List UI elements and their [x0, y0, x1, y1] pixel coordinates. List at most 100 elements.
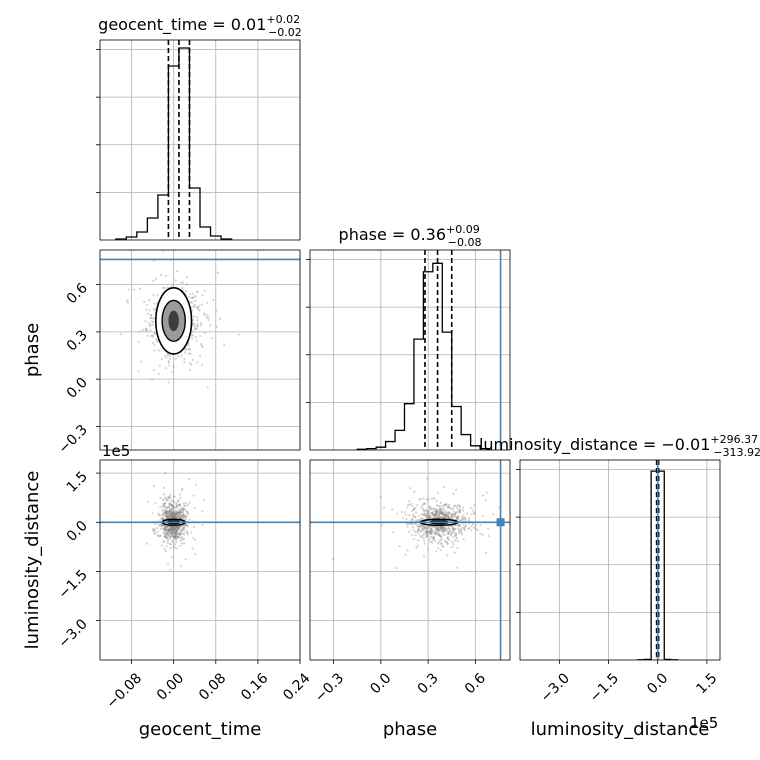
- sample-point: [415, 546, 418, 550]
- sample-point: [449, 516, 452, 520]
- sample-point: [160, 525, 163, 528]
- sample-point: [456, 546, 459, 549]
- sample-point: [462, 517, 465, 520]
- sample-point: [169, 532, 172, 535]
- hist-line-geocent_time: [115, 47, 233, 240]
- sample-point: [126, 299, 129, 302]
- sample-point: [171, 516, 175, 519]
- sample-point: [165, 525, 168, 528]
- sample-point: [473, 504, 476, 507]
- sample-point: [146, 334, 149, 337]
- sample-point: [432, 525, 435, 528]
- sample-point: [436, 491, 439, 494]
- sample-point: [202, 499, 205, 502]
- sample-point: [181, 281, 184, 284]
- sample-point: [172, 540, 175, 544]
- sample-point: [182, 537, 186, 541]
- sample-point: [470, 529, 473, 532]
- sample-point: [413, 490, 416, 493]
- sample-point: [171, 512, 174, 515]
- sample-point: [196, 322, 199, 326]
- sample-point: [161, 513, 164, 516]
- sample-point: [441, 526, 444, 530]
- sample-point: [410, 509, 414, 512]
- sample-point: [431, 536, 434, 539]
- sample-point: [165, 530, 169, 533]
- sample-point: [173, 501, 176, 504]
- sample-point: [175, 530, 178, 534]
- sample-point: [471, 523, 475, 526]
- sample-point: [165, 514, 168, 517]
- sample-point: [162, 527, 165, 530]
- sample-point: [434, 510, 438, 513]
- sample-point: [429, 507, 432, 510]
- sample-point: [168, 502, 171, 505]
- sample-point: [180, 506, 183, 509]
- sample-point: [165, 356, 168, 359]
- sample-point: [133, 288, 136, 291]
- sample-point: [408, 530, 411, 533]
- sample-point: [165, 497, 168, 500]
- sample-point: [169, 515, 172, 518]
- sample-point: [435, 510, 438, 513]
- sample-point: [185, 523, 188, 527]
- sample-point: [164, 505, 167, 508]
- sample-point: [423, 542, 426, 545]
- sample-point: [453, 551, 456, 554]
- sample-point: [420, 512, 423, 516]
- sample-point: [176, 527, 179, 530]
- sample-point: [164, 512, 167, 515]
- sample-point: [454, 528, 457, 531]
- sample-point: [212, 299, 215, 302]
- sample-point: [442, 527, 445, 530]
- sample-point: [423, 526, 426, 529]
- sample-point: [423, 528, 427, 531]
- sample-point: [173, 513, 176, 516]
- sample-point: [435, 531, 438, 534]
- sample-point: [177, 355, 180, 358]
- sample-point: [152, 317, 155, 320]
- sample-point: [437, 510, 440, 513]
- sample-point: [185, 290, 188, 293]
- sample-point: [461, 519, 464, 522]
- sample-point: [464, 518, 467, 521]
- sample-point: [433, 497, 436, 500]
- sample-point: [439, 510, 443, 513]
- sample-point: [177, 527, 180, 530]
- sample-point: [462, 506, 465, 509]
- sample-point: [463, 517, 466, 520]
- sample-point: [154, 277, 158, 280]
- sample-point: [164, 512, 167, 516]
- sample-point: [215, 309, 218, 312]
- sample-point: [178, 503, 181, 507]
- sample-point: [193, 506, 196, 510]
- ytick-label-luminosity_distance-2: 0.0: [64, 518, 91, 545]
- sample-point: [173, 535, 176, 539]
- sample-point: [146, 500, 149, 503]
- sample-point: [455, 534, 458, 537]
- xtick-label-luminosity_distance-0: −3.0: [538, 670, 573, 705]
- sample-point: [185, 523, 188, 526]
- sample-point: [416, 504, 419, 507]
- sample-point: [166, 511, 169, 514]
- sample-point: [416, 518, 420, 521]
- sample-point: [186, 525, 189, 528]
- sample-point: [152, 528, 155, 531]
- sample-point: [138, 330, 141, 333]
- sample-point: [442, 503, 446, 507]
- sample-point: [181, 508, 185, 511]
- sample-point: [174, 529, 178, 532]
- sample-point: [162, 531, 165, 534]
- sample-point: [194, 483, 198, 486]
- hist-frame-luminosity_distance: [519, 459, 721, 661]
- sample-point: [169, 512, 172, 515]
- sample-point: [169, 510, 172, 513]
- sample-point: [424, 526, 427, 529]
- sample-point: [175, 547, 179, 550]
- sample-point: [431, 514, 434, 517]
- sample-point: [199, 342, 203, 346]
- sample-point: [161, 516, 164, 519]
- sample-point: [170, 512, 173, 515]
- sample-point: [473, 511, 476, 514]
- sample-point: [443, 533, 447, 536]
